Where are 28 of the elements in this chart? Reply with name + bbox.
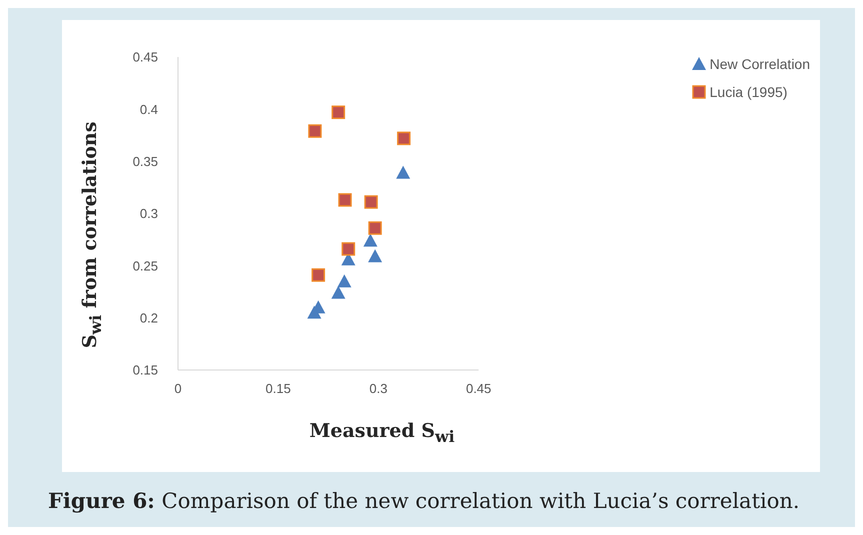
- y-tick-label: 0.3: [140, 206, 158, 222]
- point: [337, 274, 352, 288]
- point: [332, 106, 346, 120]
- point: [338, 193, 352, 207]
- y-tick-label: 0.15: [132, 362, 158, 378]
- legend-label: New Correlation: [710, 55, 810, 74]
- y-tick-label: 0.35: [132, 154, 158, 169]
- x-tick-label: 0.3: [369, 381, 388, 396]
- y-tick-label: 0.2: [140, 310, 158, 326]
- x-tick-label: 0.45: [466, 381, 492, 396]
- point: [363, 234, 378, 247]
- point: [368, 221, 382, 235]
- point: [312, 268, 326, 282]
- y-tick-label: 0.4: [140, 102, 158, 117]
- point: [308, 124, 322, 138]
- x-tick-label: 0: [174, 381, 182, 396]
- caption: Figure 6: Comparison of the new correlation with Lucia’s correlation.: [48, 488, 800, 513]
- y-tick-label: 0.25: [132, 258, 158, 274]
- point: [364, 195, 378, 209]
- x-axis-title: Measured S$_{wi}$: [308, 420, 456, 446]
- legend-label: Lucia (1995): [710, 83, 788, 102]
- point: [396, 166, 410, 179]
- point: [342, 242, 356, 256]
- point: [397, 132, 411, 146]
- y-tick-label: 0.45: [132, 50, 158, 65]
- point: [331, 286, 346, 299]
- x-tick-label: 0.15: [266, 381, 291, 396]
- point: [368, 249, 382, 262]
